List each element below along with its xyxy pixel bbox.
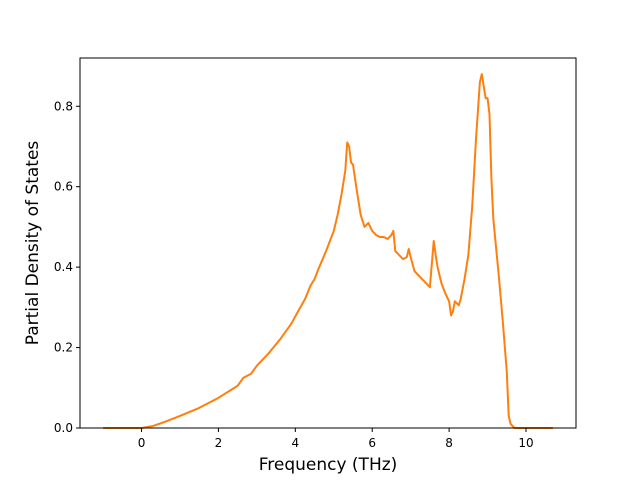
plot-frame [79,57,577,429]
x-axis-ticks: 0 2 4 6 8 10 [138,428,534,450]
x-tick-label: 8 [445,436,453,450]
y-tick-label: 0.8 [54,99,73,113]
x-tick-label: 4 [291,436,299,450]
y-axis-ticks: 0.0 0.2 0.4 0.6 0.8 [54,99,80,435]
x-tick-label: 6 [368,436,376,450]
x-tick-label: 10 [518,436,533,450]
y-tick-label: 0.6 [54,180,73,194]
y-tick-label: 0.2 [54,341,73,355]
plot-layer [103,73,553,429]
x-tick-label: 0 [138,436,146,450]
series-line-0 [103,73,553,429]
x-axis-label: Frequency (THz) [259,455,398,475]
y-axis-label: Partial Density of States [23,141,43,346]
x-tick-label: 2 [215,436,223,450]
y-tick-label: 0.4 [54,260,73,274]
y-tick-label: 0.0 [54,421,73,435]
